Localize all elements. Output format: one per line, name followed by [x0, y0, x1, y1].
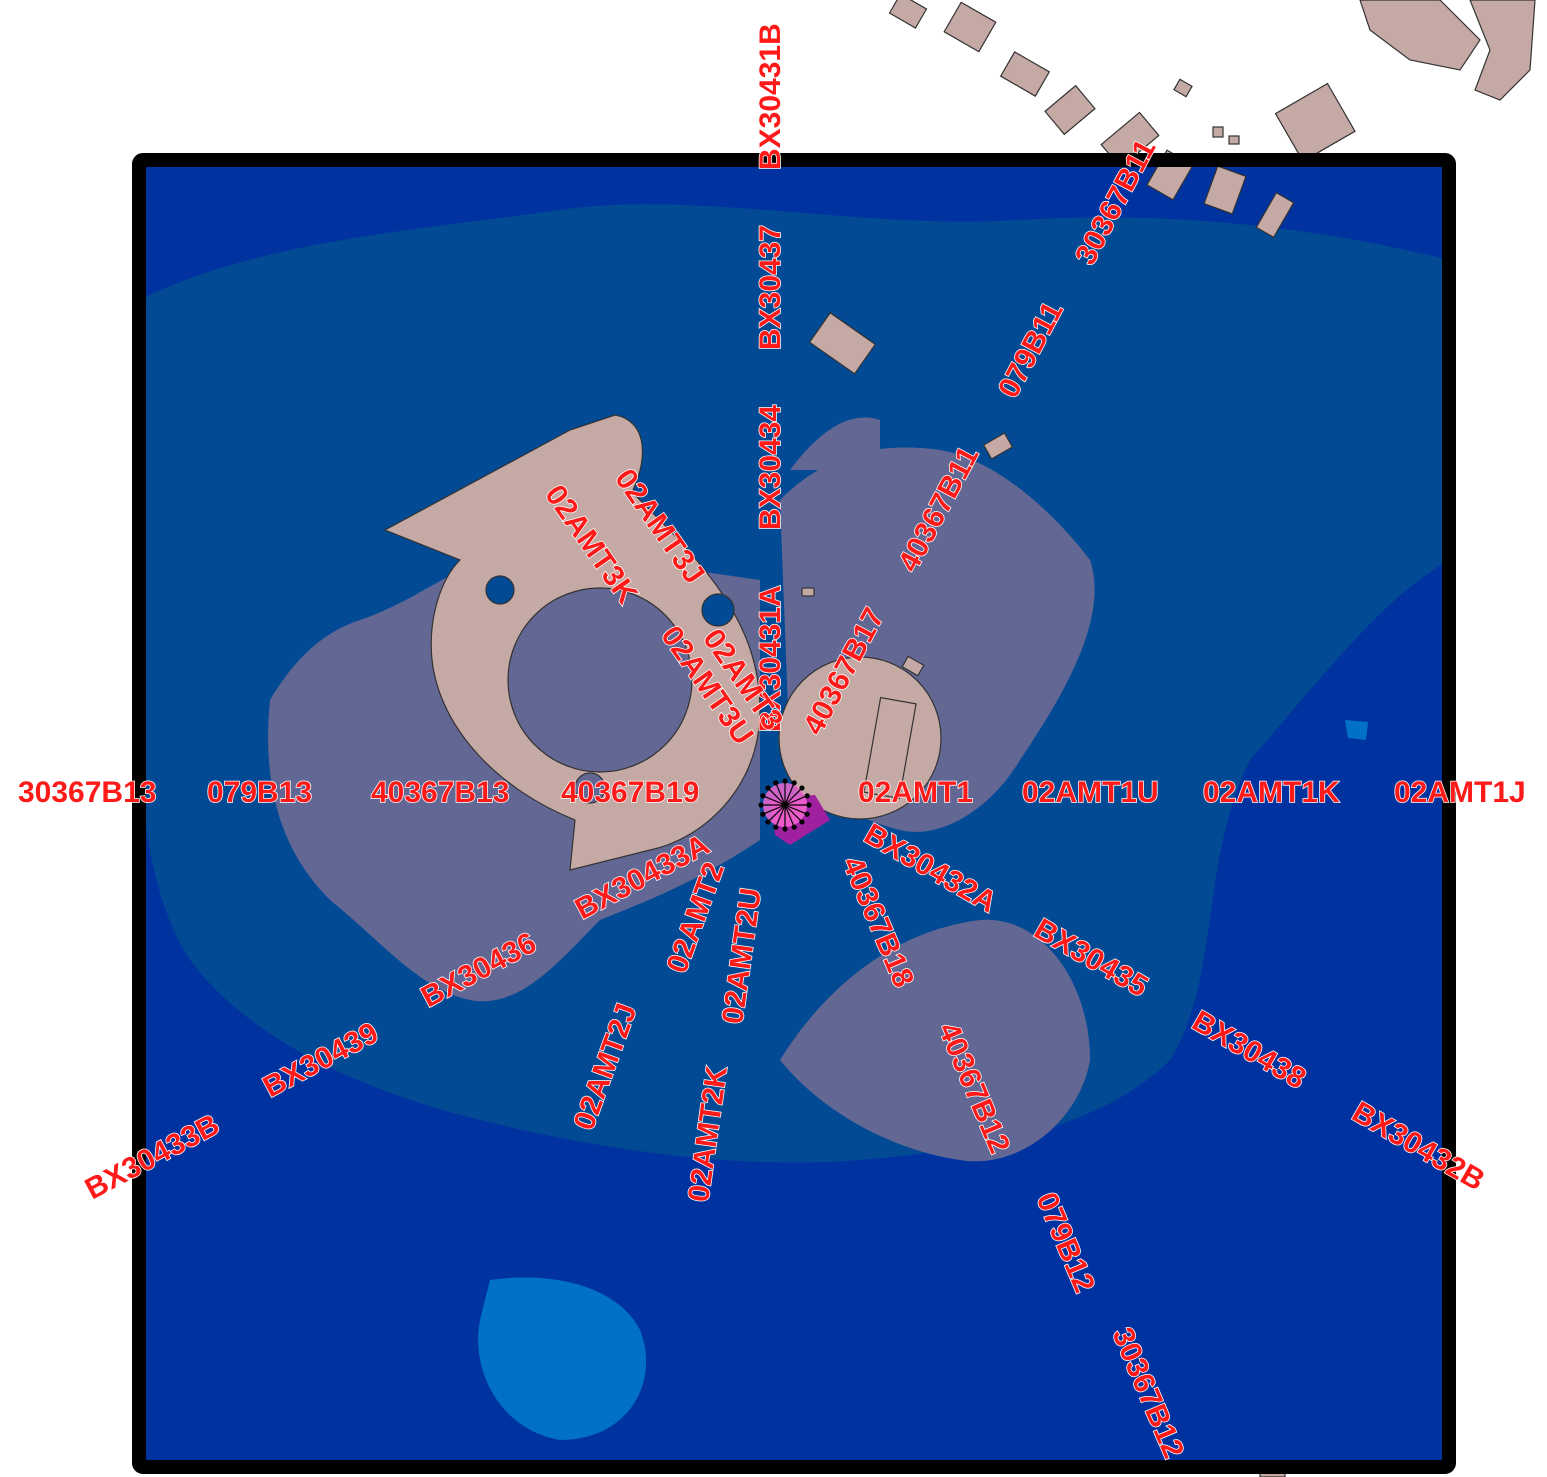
ray-tip [760, 793, 766, 799]
building-ring-hole-2 [701, 593, 735, 627]
zone-inner-north [790, 417, 880, 470]
zone-light-patch-2 [1345, 720, 1368, 740]
label-02AMT1K[interactable]: 02AMT1K [1202, 775, 1341, 810]
building-ne-4[interactable] [1044, 84, 1096, 136]
ray-line [784, 782, 795, 806]
building-ne-9[interactable] [1173, 78, 1193, 98]
label-40367B13[interactable]: 40367B13 [370, 775, 510, 810]
building-ne-10[interactable] [1212, 126, 1224, 138]
building-small-3[interactable] [801, 587, 815, 597]
building-ne-7[interactable] [1203, 165, 1247, 215]
label-BX30434[interactable]: BX30434 [753, 404, 788, 531]
label-40367B19[interactable]: 40367B19 [560, 775, 700, 810]
ray-line [775, 782, 786, 806]
building-ne-1[interactable] [888, 0, 928, 29]
ray-tip [773, 824, 779, 830]
source-rays [758, 778, 812, 832]
building-round[interactable] [778, 656, 942, 820]
ray-line [784, 804, 795, 828]
building-ne-2[interactable] [943, 1, 997, 53]
label-079B13[interactable]: 079B13 [206, 775, 313, 810]
ray-tip [782, 778, 788, 784]
building-round-inner [863, 696, 917, 800]
label-30367B13[interactable]: 30367B13 [17, 775, 157, 810]
building-ne-3[interactable] [999, 51, 1051, 97]
ray-tip [765, 785, 771, 791]
ray-tip [765, 819, 771, 825]
zone-light-patch [478, 1277, 647, 1440]
ray-line [784, 804, 803, 823]
ray-tip [804, 811, 810, 817]
label-BX30431A[interactable]: BX30431A [753, 584, 788, 732]
building-small-2[interactable] [901, 655, 925, 677]
building-ne-8[interactable] [1255, 191, 1295, 239]
ray-tip [760, 811, 766, 817]
ray-tip [804, 793, 810, 799]
label-02AMT1U[interactable]: 02AMT1U [1021, 775, 1159, 810]
label-02AMT1J[interactable]: 02AMT1J [1393, 775, 1526, 810]
ray-line [784, 795, 808, 806]
ray-line [767, 804, 786, 823]
ray-line [784, 787, 803, 806]
zone-inner-south [780, 919, 1090, 1162]
buildings [383, 0, 1536, 1477]
ray-line [784, 804, 808, 815]
map-frame [132, 153, 1456, 1474]
noise-source[interactable] [758, 778, 830, 845]
building-small-1[interactable] [982, 432, 1014, 460]
ray-tip [791, 780, 797, 786]
building-large-ring[interactable] [383, 414, 761, 871]
label-BX30437[interactable]: BX30437 [753, 224, 788, 351]
contour-zones [139, 160, 1449, 1467]
building-ne-13[interactable] [1359, 0, 1481, 71]
ray-tip [758, 802, 764, 808]
ray-line [775, 804, 786, 828]
label-BX30431B[interactable]: BX30431B [753, 22, 788, 170]
building-block-1[interactable] [808, 311, 877, 375]
ray-tip [799, 785, 805, 791]
building-ring-hole-3 [574, 772, 606, 804]
ray-tip [806, 802, 812, 808]
ray-tip [799, 819, 805, 825]
ray-tip [791, 824, 797, 830]
ray-tip [782, 826, 788, 832]
label-02AMT1[interactable]: 02AMT1 [857, 775, 974, 810]
ray-line [762, 804, 786, 815]
building-ring-hole-1 [485, 575, 515, 605]
building-ne-11[interactable] [1228, 135, 1240, 145]
ray-tip [773, 780, 779, 786]
building-ne-12[interactable] [1274, 82, 1356, 163]
ray-line [762, 795, 786, 806]
ray-line [767, 787, 786, 806]
building-ne-14[interactable] [1469, 0, 1536, 101]
